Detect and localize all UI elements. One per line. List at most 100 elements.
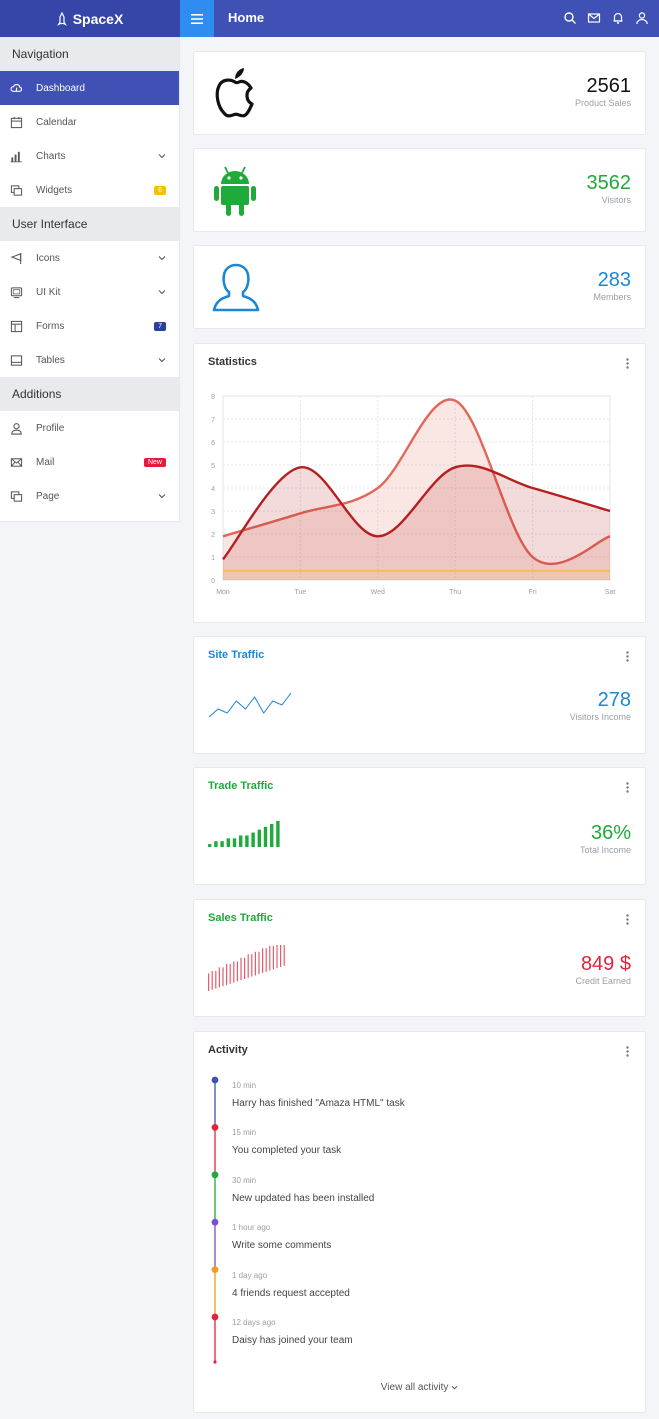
activity-time: 15 min <box>232 1128 257 1138</box>
bar <box>226 963 228 985</box>
timeline-dot <box>211 1218 219 1226</box>
sidebar-item-label: Mail <box>36 456 55 468</box>
activity-item: 15 min You completed your task <box>232 1128 341 1156</box>
menu-toggle-button[interactable] <box>180 0 214 37</box>
form-icon <box>9 319 23 333</box>
timeline-dot <box>211 1266 219 1273</box>
bar <box>247 954 249 978</box>
bar <box>214 841 218 847</box>
sparkline <box>208 692 292 718</box>
members-label: Members <box>593 292 631 302</box>
activity-card: Activity 10 min Harry has finished "Amaza… <box>193 1031 646 1413</box>
bar <box>233 961 235 983</box>
bar <box>211 971 213 990</box>
site-traffic-label: Visitors Income <box>569 712 631 722</box>
bell-icon[interactable] <box>611 11 625 25</box>
bar <box>280 945 282 967</box>
person-icon <box>9 421 23 435</box>
sidebar-item-label: Profile <box>36 422 65 434</box>
forms-count-badge: 7 <box>154 321 166 331</box>
chevron-down-icon <box>158 494 166 499</box>
monitor-icon <box>9 285 23 299</box>
y-tick-label: 7 <box>211 417 215 424</box>
sidebar-item-label: Dashboard <box>36 82 85 94</box>
activity-time: 1 day ago <box>232 1270 268 1280</box>
sales-traffic-title: Sales Traffic <box>208 912 273 924</box>
series-area <box>223 399 610 580</box>
view-all-activity-link[interactable]: View all activity <box>194 1382 645 1393</box>
sidebar-item-mail[interactable]: Mail New <box>0 445 179 479</box>
timeline-dot <box>211 1313 219 1321</box>
bar <box>220 841 224 847</box>
top-bar: SpaceX Home <box>0 0 659 37</box>
sidebar-item-forms[interactable]: Forms 7 <box>0 309 179 343</box>
bar <box>262 948 264 973</box>
y-tick-label: 8 <box>211 394 215 401</box>
brand[interactable]: SpaceX <box>0 0 180 37</box>
activity-time: 12 days ago <box>232 1318 276 1327</box>
search-icon[interactable] <box>563 11 577 25</box>
activity-time: 1 hour ago <box>232 1223 271 1233</box>
page-title: Home <box>228 10 265 25</box>
sidebar-item-profile[interactable]: Profile <box>0 411 179 445</box>
visitors-card: 3562 Visitors <box>193 148 646 232</box>
chevron-down-icon <box>158 358 166 363</box>
sidebar-item-ui-kit[interactable]: UI Kit <box>0 275 179 309</box>
y-tick-label: 4 <box>211 486 215 493</box>
y-tick-label: 3 <box>211 509 215 516</box>
x-tick-label: Mon <box>216 589 230 596</box>
sales-traffic-value: 849 $ <box>580 953 631 975</box>
activity-text: New updated has been installed <box>232 1192 375 1204</box>
apple-icon <box>215 68 254 118</box>
more-options-icon[interactable] <box>626 782 629 793</box>
bar <box>245 835 249 847</box>
sidebar-item-widgets[interactable]: Widgets 6 <box>0 173 179 207</box>
member-icon <box>212 263 260 312</box>
y-tick-label: 2 <box>211 532 215 539</box>
more-options-icon[interactable] <box>626 358 629 369</box>
y-tick-label: 1 <box>211 555 215 562</box>
x-tick-label: Sat <box>605 589 616 596</box>
site-traffic-sparkline <box>208 692 292 718</box>
bar <box>239 835 243 847</box>
bar <box>276 821 280 847</box>
more-options-icon[interactable] <box>626 1046 629 1057</box>
flag-icon <box>9 251 23 265</box>
y-tick-label: 5 <box>211 463 215 470</box>
mail-icon[interactable] <box>587 11 601 25</box>
user-icon[interactable] <box>635 11 649 25</box>
bar <box>251 954 253 977</box>
sidebar-item-charts[interactable]: Charts <box>0 139 179 173</box>
more-options-icon[interactable] <box>626 914 629 925</box>
sidebar-item-page[interactable]: Page <box>0 479 179 513</box>
bar <box>218 967 220 988</box>
rocket-icon <box>56 11 67 26</box>
trade-traffic-label: Total Income <box>579 845 631 855</box>
activity-timeline <box>211 1076 219 1364</box>
brand-name: SpaceX <box>72 10 124 27</box>
sidebar-item-icons[interactable]: Icons <box>0 241 179 275</box>
sidebar-item-calendar[interactable]: Calendar <box>0 105 179 139</box>
activity-item: 10 min Harry has finished "Amaza HTML" ta… <box>232 1081 405 1109</box>
cloud-icon <box>9 81 23 95</box>
bar <box>283 945 285 966</box>
site-traffic-value: 278 <box>597 689 631 711</box>
product-sales-value: 2561 <box>586 75 632 97</box>
bar <box>265 948 267 972</box>
bar <box>263 826 268 847</box>
sidebar-item-dashboard[interactable]: Dashboard <box>0 71 179 105</box>
series-area <box>223 465 610 580</box>
more-options-icon[interactable] <box>626 651 629 662</box>
series-line <box>222 464 611 561</box>
pages-icon <box>9 489 23 503</box>
sidebar-item-tables[interactable]: Tables <box>0 343 179 377</box>
bar <box>215 971 217 989</box>
site-traffic-title: Site Traffic <box>208 649 265 661</box>
sidebar-item-label: Charts <box>36 150 66 162</box>
bar <box>226 838 230 847</box>
chevron-down-icon <box>451 1385 458 1390</box>
trade-traffic-title: Trade Traffic <box>208 780 274 792</box>
members-card: 283 Members <box>193 245 646 329</box>
bar-chart-icon <box>9 149 23 163</box>
bar <box>269 945 271 971</box>
